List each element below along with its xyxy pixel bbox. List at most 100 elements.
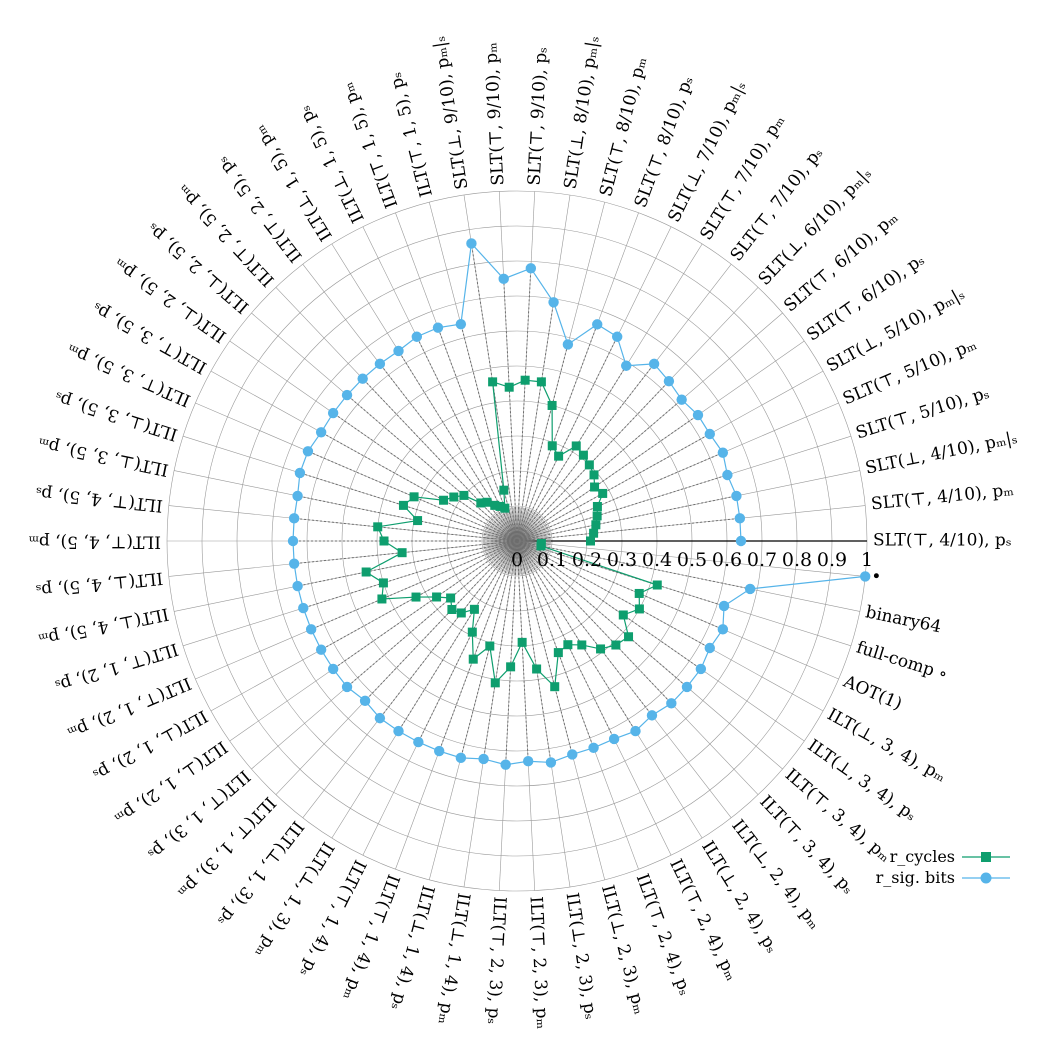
category-label: ILT(⊤, 4, 5), pₛ: [35, 483, 164, 516]
data-point: [298, 602, 309, 614]
data-point: [652, 580, 662, 590]
category-label: SLT(⊤, 4/10), pₛ: [873, 531, 1012, 551]
data-point: [592, 511, 602, 521]
data-point: [379, 536, 389, 546]
radial-tick-labels: 0 0.1 0.2 0.3 0.4 0.5 0.6 0.7 0.8 0.9 1: [511, 549, 873, 571]
grid-spoke: [516, 505, 866, 542]
data-point: [630, 725, 641, 737]
grid-spoke: [251, 312, 518, 542]
dotted-ref-line: [303, 540, 518, 609]
dotted-ref-line: [505, 540, 518, 765]
grid-spoke: [516, 540, 606, 880]
dotted-ref-line: [320, 431, 518, 542]
data-point: [634, 604, 644, 614]
grid-spoke: [516, 540, 860, 612]
grid-spoke: [362, 226, 518, 542]
data-point: [578, 450, 588, 460]
dotted-ref-line: [362, 378, 518, 542]
data-point: [411, 592, 421, 602]
grid-spoke: [210, 370, 518, 542]
data-point: [717, 447, 729, 458]
grid-spoke: [428, 540, 518, 880]
data-point: [553, 648, 563, 658]
data-point: [666, 698, 677, 709]
grid-spoke: [516, 287, 759, 542]
dotted-ref-line: [516, 540, 573, 755]
dotted-ref-line: [516, 540, 702, 670]
data-point: [439, 495, 449, 505]
data-point: [571, 441, 581, 451]
data-point: [504, 382, 514, 392]
grid-spoke: [516, 540, 783, 770]
grid-spoke: [516, 540, 839, 680]
grid-spoke: [516, 312, 783, 542]
data-point: [550, 682, 560, 692]
data-point: [361, 567, 371, 577]
dotted-ref-line: [516, 540, 688, 688]
grid-spoke: [168, 540, 518, 577]
data-point: [398, 500, 408, 510]
data-point: [695, 663, 707, 675]
dotted-ref-line: [398, 540, 518, 732]
grid-spoke: [516, 540, 672, 856]
grid-spoke: [516, 540, 759, 795]
data-point: [476, 498, 486, 508]
data-point: [646, 710, 658, 721]
r-tick-label: 0.2: [572, 549, 602, 571]
grid-spoke: [516, 226, 672, 542]
dotted-ref-line: [516, 540, 711, 649]
grid-spoke: [516, 540, 824, 712]
dotted-ref-line: [417, 540, 518, 743]
dotted-reference-lines: [293, 243, 751, 765]
grid-spoke: [182, 435, 518, 542]
data-point: [449, 492, 459, 502]
data-point: [611, 640, 621, 650]
category-label: SLT(⊥, 8/10), pₘ|ₛ: [561, 35, 604, 191]
dotted-ref-line: [364, 540, 518, 702]
data-point: [315, 644, 327, 655]
dotted-ref-line: [516, 452, 724, 542]
data-point: [413, 736, 424, 748]
dotted-ref-line: [516, 495, 737, 542]
data-point: [536, 377, 546, 387]
category-label: SLT(⊤, 4/10), pₘ: [870, 480, 1015, 514]
data-point: [588, 742, 599, 753]
grid-spoke: [251, 540, 518, 770]
grid-spoke: [516, 191, 536, 542]
dotted-ref-line: [516, 380, 670, 542]
grid-spoke: [516, 540, 852, 647]
data-point: [413, 516, 423, 526]
data-point: [288, 513, 300, 524]
grid-spoke: [275, 540, 518, 795]
grid-spoke: [516, 540, 866, 577]
legend-marker-sig-bits: [980, 872, 992, 884]
dotted-ref-line: [297, 540, 518, 587]
data-point: [490, 678, 500, 688]
data-point: [545, 757, 557, 768]
data-point: [397, 548, 407, 558]
r-tick-label: 0.1: [537, 549, 567, 571]
data-point: [495, 501, 505, 511]
dotted-ref-line: [294, 517, 518, 542]
data-point: [722, 469, 733, 481]
data-point: [554, 451, 564, 461]
data-point: [434, 745, 445, 757]
grid-spoke: [516, 370, 824, 542]
data-point: [490, 500, 500, 510]
data-point: [734, 513, 746, 524]
category-label: ILT(⊥, 3, 5), pₘ: [36, 433, 170, 479]
grid-spoke: [331, 540, 518, 839]
legend: r_cycles r_sig. bits: [876, 847, 1010, 887]
dotted-ref-line: [483, 540, 518, 760]
data-point: [292, 490, 303, 502]
r-tick-label: 0.6: [712, 549, 742, 571]
data-point: [577, 640, 587, 650]
data-point: [455, 752, 467, 764]
r-tick-label: 0.3: [607, 549, 637, 571]
dotted-ref-line: [516, 540, 529, 762]
data-point: [292, 580, 303, 592]
data-point: [393, 345, 404, 357]
legend-label-cycles: r_cycles: [890, 847, 955, 866]
category-label: ILT(⊤, 2, 3), pₘ: [526, 896, 553, 1029]
data-point: [377, 594, 387, 604]
